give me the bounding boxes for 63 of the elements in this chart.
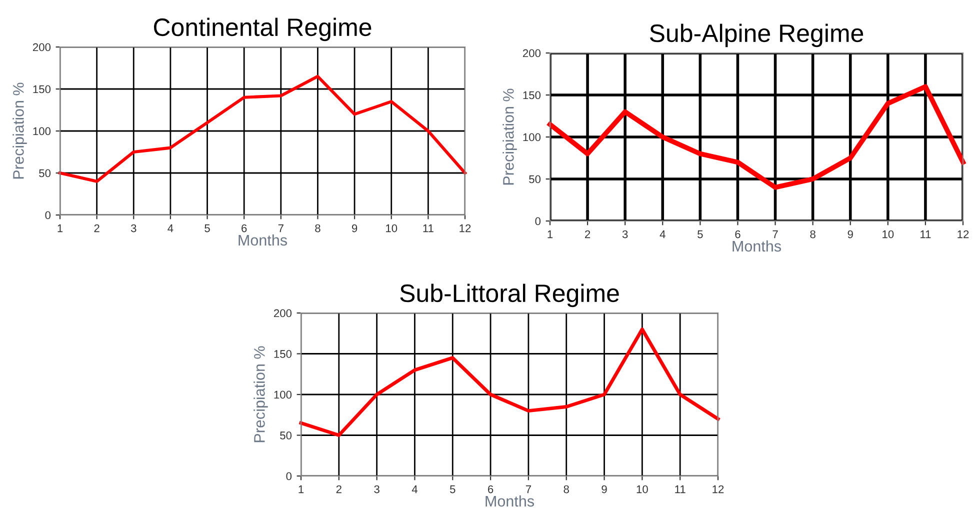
x-axis-title: Months [732,240,781,252]
x-tick-label: 7 [278,224,284,232]
y-tick-label: 100 [274,390,292,399]
line-series [299,328,720,437]
x-tick-label: 11 [920,230,931,238]
x-tick-label: 2 [585,230,590,238]
x-tick-label: 11 [675,485,686,494]
y-tick-label: 150 [274,350,292,358]
y-tick-label: 0 [45,211,51,220]
x-tick-label: 10 [882,230,894,238]
x-tick-label: 4 [168,224,174,232]
y-axis-title: Precipiation % [254,346,268,442]
x-tick-label: 11 [423,224,434,232]
y-tick-label: 100 [523,133,541,142]
x-axis-title: Months [486,495,534,507]
x-tick-label: 2 [94,224,100,232]
chart-title: Continental Regime [154,18,372,42]
y-tick-label: 50 [529,175,541,184]
line-series [548,84,966,190]
x-tick-label: 3 [130,224,136,232]
y-axis-title: Precipiation % [12,82,27,179]
chart-title: Sub-Alpine Regime [650,24,864,48]
x-tick-label: 5 [450,485,456,494]
x-tick-label: 8 [810,230,816,238]
x-tick-label: 1 [58,224,63,232]
x-tick-label: 9 [352,224,358,232]
x-tick-label: 7 [526,485,531,494]
y-tick-label: 200 [32,43,51,52]
y-tick-label: 100 [33,127,51,136]
x-tick-label: 12 [460,224,471,232]
x-axis-title: Months [238,234,287,246]
x-tick-label: 4 [660,230,666,238]
x-tick-label: 12 [712,485,724,494]
x-tick-label: 10 [636,485,648,494]
x-tick-label: 2 [336,485,342,494]
x-tick-label: 10 [386,224,398,232]
line-series [58,74,467,183]
x-tick-label: 3 [622,230,628,238]
x-tick-label: 6 [735,230,740,238]
x-tick-label: 8 [564,485,569,494]
x-tick-label: 12 [958,230,969,238]
y-tick-label: 150 [33,85,51,94]
y-tick-label: 0 [535,217,541,226]
x-tick-label: 7 [772,230,778,238]
x-tick-label: 6 [242,224,247,232]
chart-title: Sub-Littoral Regime [400,284,619,308]
x-tick-label: 4 [412,485,418,494]
x-tick-label: 1 [548,230,553,238]
x-tick-label: 5 [204,224,210,232]
x-tick-label: 5 [698,230,703,238]
x-tick-label: 8 [315,224,320,232]
x-tick-label: 9 [602,485,607,494]
x-tick-label: 6 [488,485,494,494]
y-axis-title: Precipiation % [502,88,517,185]
y-tick-label: 200 [274,309,292,318]
y-tick-label: 150 [523,91,541,100]
y-tick-label: 0 [286,472,292,480]
x-tick-label: 9 [848,230,853,238]
y-tick-label: 200 [522,49,541,58]
x-tick-label: 1 [298,485,304,494]
y-tick-label: 50 [280,432,292,440]
y-tick-label: 50 [39,169,51,178]
x-tick-label: 3 [374,485,380,494]
